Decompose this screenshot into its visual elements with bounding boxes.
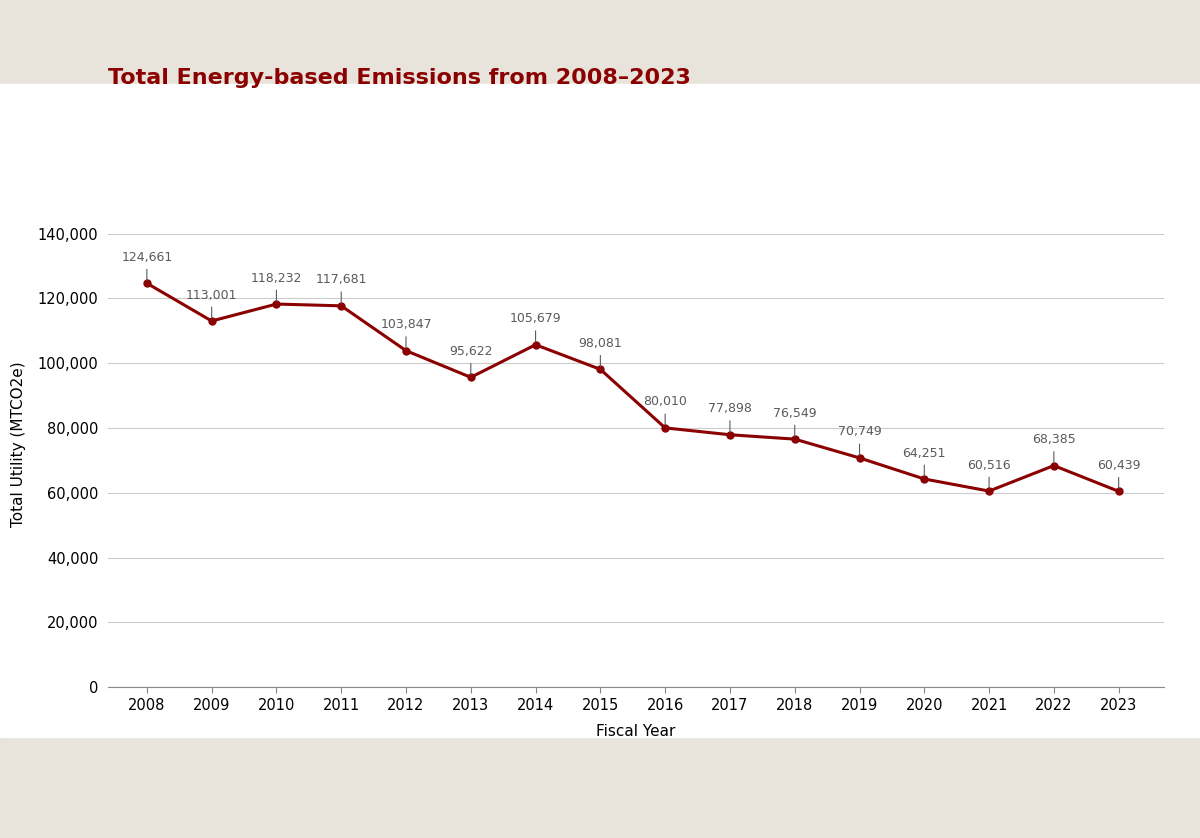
- Text: 60,439: 60,439: [1097, 459, 1140, 489]
- Text: 103,847: 103,847: [380, 318, 432, 348]
- X-axis label: Fiscal Year: Fiscal Year: [596, 724, 676, 738]
- Text: 95,622: 95,622: [449, 345, 492, 375]
- Text: 113,001: 113,001: [186, 288, 238, 318]
- Text: 70,749: 70,749: [838, 426, 881, 455]
- Text: 68,385: 68,385: [1032, 433, 1075, 463]
- Text: 80,010: 80,010: [643, 396, 688, 425]
- Text: 105,679: 105,679: [510, 313, 562, 342]
- Text: 77,898: 77,898: [708, 402, 752, 432]
- Text: Total Energy-based Emissions from 2008–2023: Total Energy-based Emissions from 2008–2…: [108, 68, 691, 88]
- Text: 64,251: 64,251: [902, 447, 946, 476]
- Text: 117,681: 117,681: [316, 273, 367, 303]
- Text: 60,516: 60,516: [967, 458, 1010, 489]
- Text: 98,081: 98,081: [578, 337, 623, 366]
- Text: 118,232: 118,232: [251, 272, 302, 302]
- Text: 76,549: 76,549: [773, 406, 816, 437]
- Y-axis label: Total Utility (MTCO2e): Total Utility (MTCO2e): [12, 361, 26, 527]
- Text: 124,661: 124,661: [121, 251, 173, 281]
